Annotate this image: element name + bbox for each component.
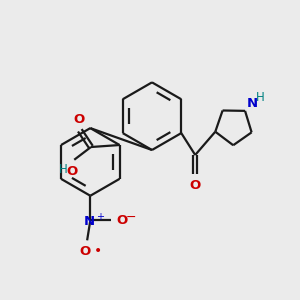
Text: +: +: [96, 212, 104, 222]
Text: −: −: [126, 211, 136, 224]
Text: H: H: [59, 163, 68, 176]
Text: H: H: [255, 91, 264, 104]
Text: O: O: [80, 245, 91, 258]
Text: N: N: [84, 215, 95, 228]
Text: N: N: [247, 97, 258, 110]
Text: O: O: [190, 179, 201, 192]
Text: O: O: [116, 214, 128, 227]
Text: O: O: [67, 164, 78, 178]
Text: •: •: [94, 244, 103, 257]
Text: O: O: [74, 112, 85, 125]
